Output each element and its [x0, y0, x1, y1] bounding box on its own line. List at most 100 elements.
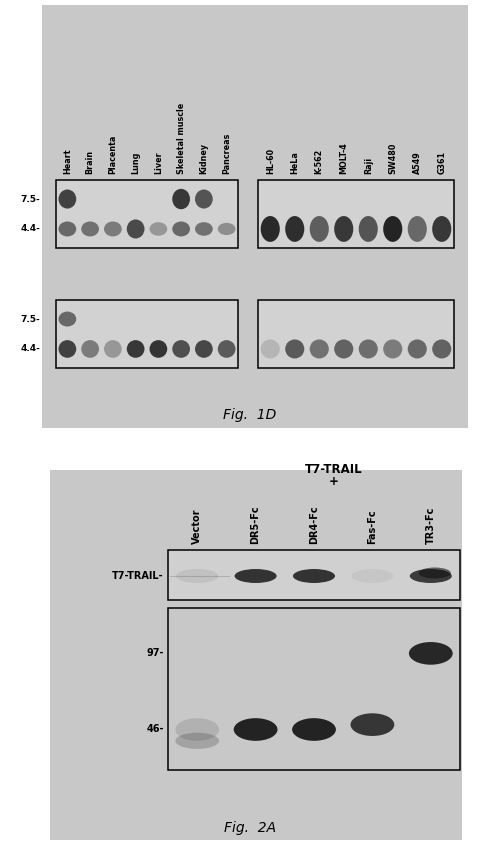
Ellipse shape	[383, 216, 402, 242]
Text: Brain: Brain	[86, 150, 95, 174]
Ellipse shape	[408, 216, 427, 242]
Ellipse shape	[59, 221, 76, 237]
Ellipse shape	[261, 216, 280, 242]
Bar	[430, 42, 453, 176]
Text: G361: G361	[437, 151, 446, 174]
Bar	[56, 300, 238, 368]
Bar	[168, 608, 460, 770]
Ellipse shape	[175, 733, 219, 749]
Ellipse shape	[150, 222, 167, 236]
Ellipse shape	[218, 340, 236, 358]
Text: SW480: SW480	[388, 142, 397, 174]
Bar	[284, 42, 306, 176]
Bar	[148, 68, 169, 176]
Ellipse shape	[334, 216, 353, 242]
Ellipse shape	[419, 567, 451, 578]
Ellipse shape	[234, 718, 277, 740]
Ellipse shape	[195, 340, 213, 358]
Ellipse shape	[104, 340, 122, 358]
Ellipse shape	[218, 223, 236, 235]
Ellipse shape	[292, 718, 336, 740]
Text: Kidney: Kidney	[199, 143, 209, 174]
Text: 7.5-: 7.5-	[20, 195, 40, 203]
Text: A549: A549	[413, 151, 422, 174]
Bar	[333, 30, 355, 176]
Bar	[259, 46, 282, 176]
Ellipse shape	[172, 221, 190, 237]
Ellipse shape	[383, 340, 402, 359]
Bar	[258, 180, 454, 248]
Ellipse shape	[172, 189, 190, 209]
Ellipse shape	[432, 340, 451, 359]
Text: 46-: 46-	[147, 724, 164, 734]
Text: 97-: 97-	[147, 649, 164, 658]
Text: Lung: Lung	[131, 152, 140, 174]
Bar	[216, 54, 237, 176]
Ellipse shape	[104, 221, 122, 237]
Bar	[308, 38, 331, 176]
Text: Raji: Raji	[364, 157, 373, 174]
Bar	[56, 180, 238, 248]
Ellipse shape	[59, 190, 76, 208]
Text: +: +	[329, 475, 339, 488]
Bar	[404, 488, 458, 546]
Bar	[50, 470, 462, 840]
Ellipse shape	[195, 190, 213, 208]
Text: HL-60: HL-60	[266, 148, 275, 174]
Text: 7.5-: 7.5-	[20, 315, 40, 323]
Ellipse shape	[285, 216, 304, 242]
Text: Pancreas: Pancreas	[222, 133, 231, 174]
Text: TR3-Fc: TR3-Fc	[426, 506, 436, 544]
Ellipse shape	[175, 718, 219, 740]
Bar	[171, 10, 192, 176]
Text: DR4-Fc: DR4-Fc	[309, 505, 319, 544]
Ellipse shape	[432, 216, 451, 242]
Bar	[42, 5, 468, 428]
Text: Heart: Heart	[63, 148, 72, 174]
Ellipse shape	[410, 569, 452, 583]
Text: Fig.  1D: Fig. 1D	[224, 408, 277, 422]
Text: DR5-Fc: DR5-Fc	[251, 505, 260, 544]
Text: MOLT-4: MOLT-4	[339, 142, 348, 174]
Bar	[381, 20, 404, 176]
Text: Fas-Fc: Fas-Fc	[367, 510, 378, 544]
Text: HeLa: HeLa	[290, 151, 299, 174]
Bar	[357, 50, 379, 176]
Bar	[346, 490, 399, 546]
Text: Placenta: Placenta	[108, 135, 118, 174]
Text: Liver: Liver	[154, 151, 163, 174]
Ellipse shape	[334, 340, 353, 359]
Ellipse shape	[235, 569, 277, 583]
Ellipse shape	[81, 340, 99, 358]
Ellipse shape	[350, 713, 394, 736]
Ellipse shape	[359, 340, 378, 359]
Ellipse shape	[351, 569, 393, 583]
Ellipse shape	[81, 221, 99, 237]
Ellipse shape	[150, 340, 167, 358]
Text: K-562: K-562	[315, 148, 324, 174]
Ellipse shape	[408, 340, 427, 359]
Bar	[103, 46, 123, 176]
Bar	[170, 498, 224, 546]
Text: T7-TRAIL-: T7-TRAIL-	[112, 571, 164, 581]
Ellipse shape	[409, 642, 453, 665]
Text: Skeletal muscle: Skeletal muscle	[177, 103, 186, 174]
Ellipse shape	[261, 340, 280, 359]
Ellipse shape	[310, 216, 329, 242]
Bar	[406, 36, 428, 176]
Ellipse shape	[285, 340, 304, 359]
Text: 4.4-: 4.4-	[20, 344, 40, 353]
Ellipse shape	[195, 222, 213, 236]
Ellipse shape	[293, 569, 335, 583]
Ellipse shape	[127, 340, 145, 358]
Ellipse shape	[310, 340, 329, 359]
Ellipse shape	[359, 216, 378, 242]
Ellipse shape	[176, 569, 218, 583]
Bar	[287, 480, 341, 546]
Bar	[168, 550, 460, 600]
Bar	[194, 43, 214, 176]
Ellipse shape	[172, 340, 190, 358]
Bar	[57, 70, 78, 176]
Text: 4.4-: 4.4-	[20, 225, 40, 233]
Ellipse shape	[59, 340, 76, 358]
